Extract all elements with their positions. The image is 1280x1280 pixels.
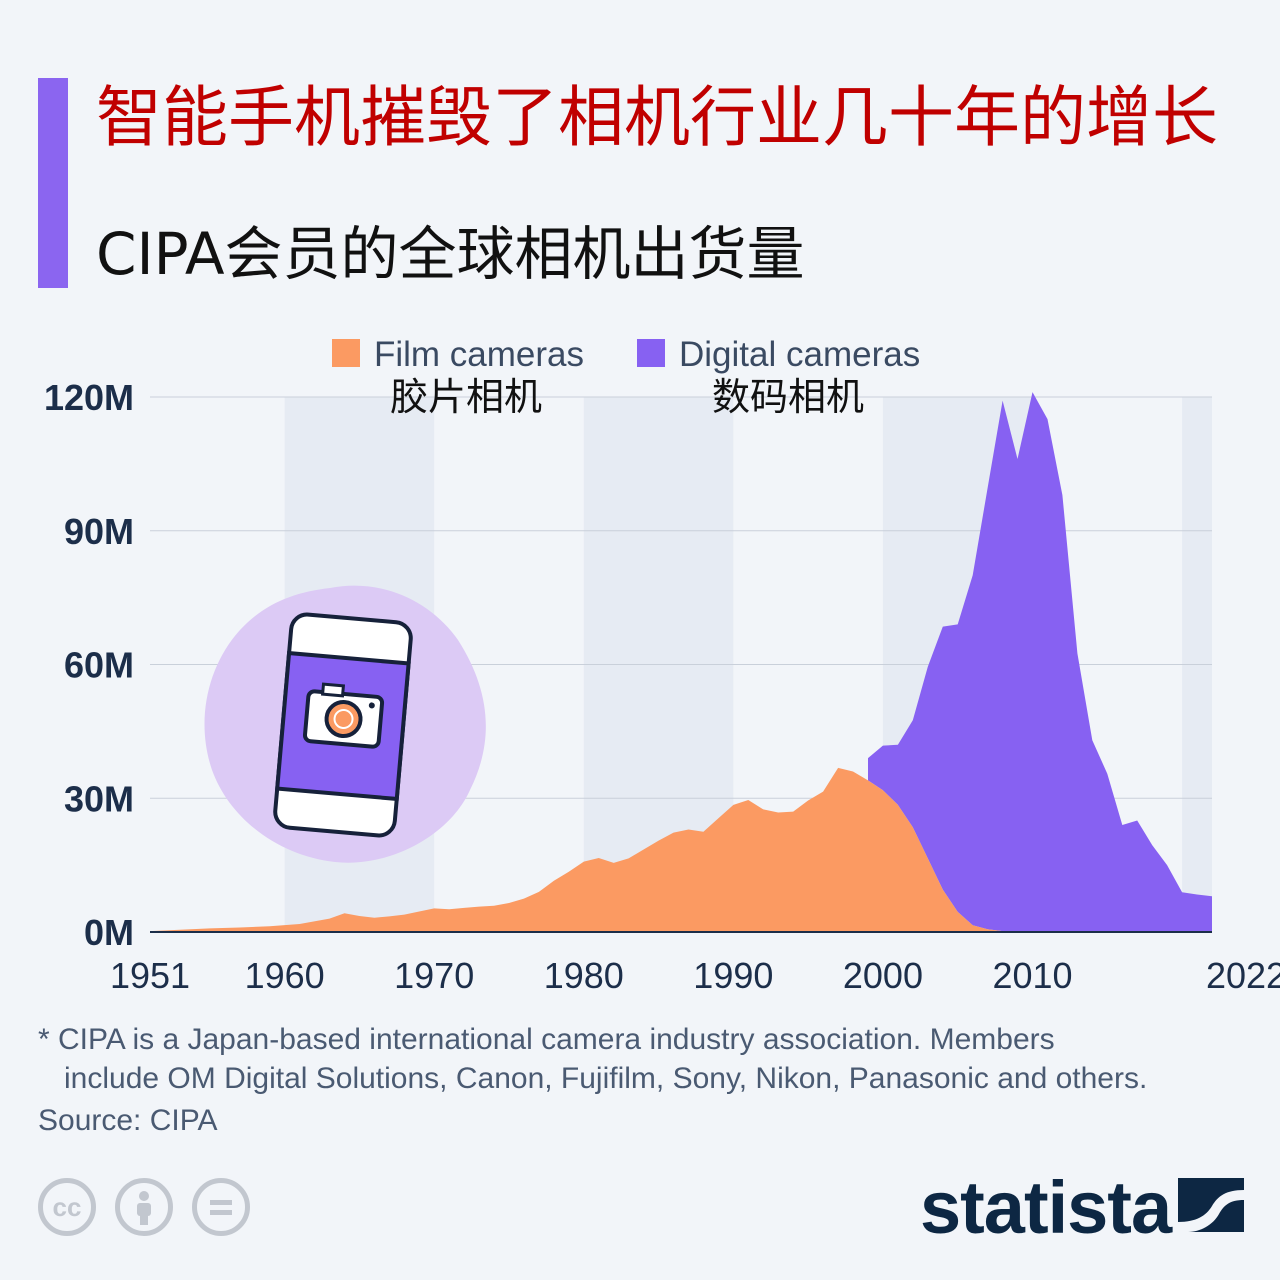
footnote-line-2: include OM Digital Solutions, Canon, Fuj… bbox=[64, 1062, 1148, 1095]
legend-label-film: Film cameras bbox=[374, 335, 584, 374]
page-title: 智能手机摧毁了相机行业几十年的增长 bbox=[96, 79, 1218, 156]
no-derivatives-icon[interactable] bbox=[192, 1178, 250, 1236]
legend-label-film-zh: 胶片相机 bbox=[390, 375, 542, 419]
page-subtitle: CIPA会员的全球相机出货量 bbox=[96, 220, 805, 288]
statista-wordmark: statista bbox=[920, 1166, 1172, 1249]
area-film-cameras bbox=[150, 767, 1212, 932]
legend-label-digital: Digital cameras bbox=[679, 335, 920, 374]
x-tick-label: 2000 bbox=[843, 955, 923, 996]
footnote: * CIPA is a Japan-based international ca… bbox=[38, 1020, 1258, 1098]
footnote-line-1: * CIPA is a Japan-based international ca… bbox=[38, 1023, 1055, 1056]
chart-areas bbox=[150, 392, 1212, 933]
x-tick-label: 1970 bbox=[394, 955, 474, 996]
shipments-area-chart: 0M 30M 60M 90M 120M 1951 1960 1970 1980 1990 2000… bbox=[44, 335, 1280, 996]
y-tick-label: 90M bbox=[64, 511, 134, 552]
cc-icon[interactable]: cc bbox=[38, 1178, 96, 1236]
y-tick-label: 0M bbox=[84, 912, 134, 953]
title-accent-bar bbox=[38, 78, 68, 288]
x-tick-label: 1980 bbox=[544, 955, 624, 996]
area-digital-cameras bbox=[868, 392, 1212, 933]
y-tick-label: 120M bbox=[44, 377, 134, 418]
attribution-icon[interactable] bbox=[115, 1178, 173, 1236]
smartphone-camera-icon bbox=[204, 585, 486, 863]
y-axis-labels: 0M 30M 60M 90M 120M bbox=[44, 377, 134, 953]
statista-logo-icon bbox=[1178, 1178, 1244, 1242]
x-tick-label: 1951 bbox=[110, 955, 190, 996]
legend: Film cameras 胶片相机 Digital cameras 数码相机 bbox=[332, 335, 920, 419]
source-text: Source: CIPA bbox=[38, 1104, 218, 1137]
x-tick-label: 2022 bbox=[1206, 955, 1280, 996]
y-tick-label: 30M bbox=[64, 778, 134, 819]
x-tick-label: 2010 bbox=[992, 955, 1072, 996]
y-tick-label: 60M bbox=[64, 645, 134, 686]
x-axis-labels: 1951 1960 1970 1980 1990 2000 2010 2022 bbox=[110, 955, 1280, 996]
legend-label-digital-zh: 数码相机 bbox=[712, 375, 864, 419]
x-tick-label: 1960 bbox=[245, 955, 325, 996]
legend-swatch-digital bbox=[637, 339, 665, 367]
x-tick-label: 1990 bbox=[693, 955, 773, 996]
legend-swatch-film bbox=[332, 339, 360, 367]
